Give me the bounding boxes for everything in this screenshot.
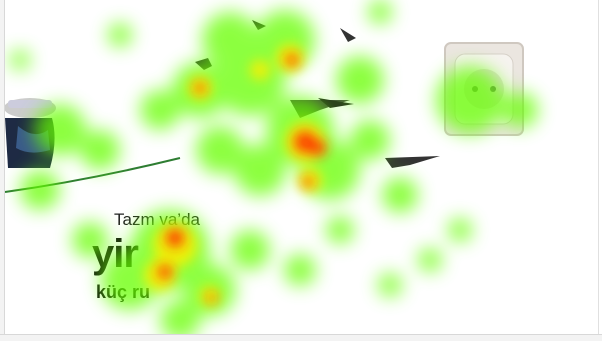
appliance-icon [4,98,56,168]
caption-line-2: yir [92,232,139,276]
frame-border-left [0,0,5,341]
wall-socket-icon [444,42,524,136]
frame-border-bottom [0,334,602,341]
caption-line-3: küç ru [96,282,151,302]
caption-line-1: Tazm va’da [114,210,200,229]
frame-border-right [598,0,602,341]
bird-icon [195,20,440,168]
